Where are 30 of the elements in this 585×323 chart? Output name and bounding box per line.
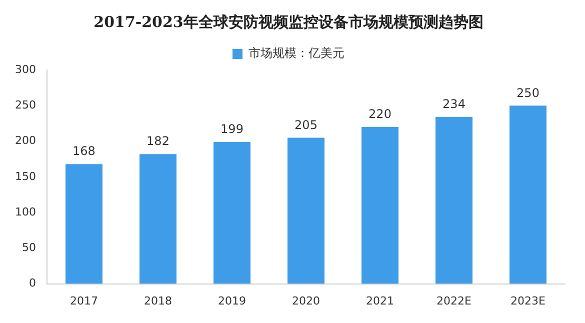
bar <box>213 142 250 284</box>
bar <box>436 117 472 284</box>
x-tick-label: 2023E <box>510 294 546 308</box>
x-tick-label: 2020 <box>292 294 320 308</box>
y-tick-label: 150 <box>14 170 36 183</box>
bar <box>65 164 102 284</box>
data-label: 220 <box>368 107 392 122</box>
data-label: 182 <box>146 134 170 148</box>
bar <box>510 106 546 284</box>
chart-title: 2017-2023年全球安防视频监控设备市场规模预测趋势图 <box>94 12 484 31</box>
y-tick-label: 200 <box>14 134 36 148</box>
x-tick-label: 2018 <box>144 294 172 308</box>
y-tick-label: 250 <box>14 98 36 112</box>
y-tick-label: 100 <box>14 205 36 218</box>
data-label: 250 <box>516 86 540 100</box>
x-tick-label: 2019 <box>218 294 246 308</box>
data-label: 234 <box>442 97 466 112</box>
y-tick-label: 300 <box>14 62 36 76</box>
y-tick-label: 50 <box>22 241 36 254</box>
x-tick-label: 2022E <box>436 294 472 308</box>
bar <box>362 127 398 284</box>
legend-label: 市场规模：亿美元 <box>248 46 344 60</box>
bar <box>288 138 324 284</box>
data-label: 168 <box>72 144 96 158</box>
data-label: 205 <box>294 118 318 132</box>
y-tick-label: 0 <box>28 276 36 290</box>
data-label: 199 <box>220 122 244 136</box>
x-tick-label: 2017 <box>70 294 98 308</box>
x-tick-label: 2021 <box>366 294 394 308</box>
bar <box>139 154 176 284</box>
